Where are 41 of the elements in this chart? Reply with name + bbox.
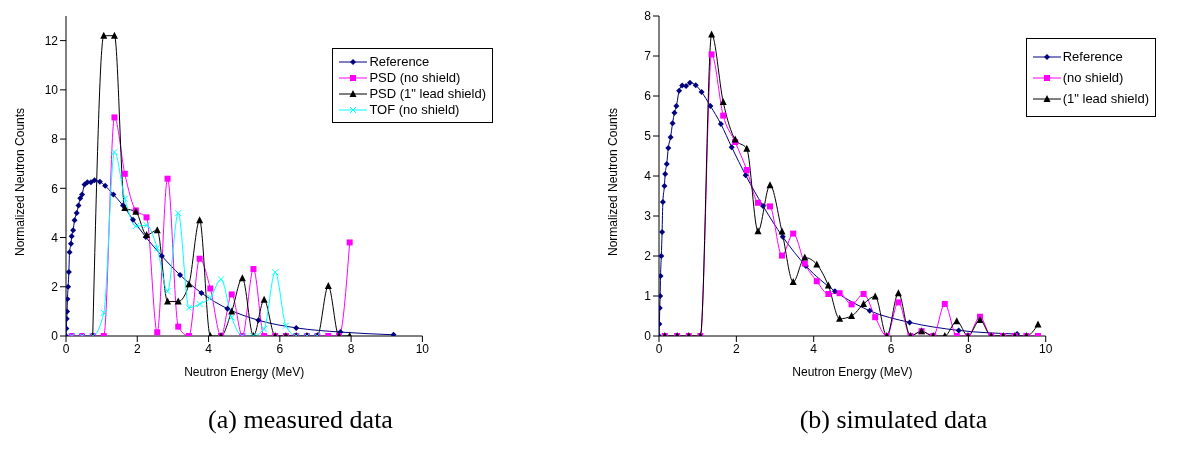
y-tick-label: 4: [644, 169, 652, 184]
x-tick-label: 4: [205, 341, 213, 356]
legend-label: PSD (no shield): [369, 70, 461, 85]
text: (b) simulated data: [798, 405, 989, 435]
y-tick-label: 5: [644, 129, 652, 144]
legend-label: (no shield): [1062, 70, 1124, 85]
y-tick-label: 0: [644, 329, 652, 344]
x-tick-label: 10: [1039, 341, 1053, 356]
y-tick-label: 7: [644, 49, 652, 64]
x-tick-label: 10: [415, 341, 430, 356]
x-tick-label: 6: [887, 341, 895, 356]
legend-label: (1" lead shield): [1062, 91, 1149, 106]
x-tick-label: 8: [965, 341, 973, 356]
x-axis-title: Neutron Energy (MeV): [792, 365, 913, 379]
legend-label: TOF (no shield): [369, 102, 460, 117]
legend-label: Reference: [1062, 49, 1123, 64]
y-tick-label: 12: [44, 33, 59, 48]
y-tick-label: 6: [51, 181, 59, 196]
text: (a) measured data: [207, 405, 394, 435]
x-tick-label: 0: [62, 341, 70, 356]
x-tick-label: 2: [733, 341, 740, 356]
x-tick-label: 2: [133, 341, 141, 356]
x-axis-title: Neutron Energy (MeV): [184, 365, 305, 379]
y-tick-label: 0: [51, 329, 59, 344]
y-tick-label: 6: [644, 89, 652, 104]
y-tick-label: 2: [644, 249, 652, 264]
x-tick-label: 6: [276, 341, 284, 356]
y-tick-label: 8: [644, 9, 652, 24]
x-tick-label: 4: [810, 341, 818, 356]
y-axis-title: Normalized Neutron Counts: [606, 107, 621, 256]
y-tick-label: 8: [51, 132, 59, 147]
legend-label: PSD (1" lead shield): [369, 86, 486, 101]
y-tick-label: 1: [644, 289, 652, 304]
y-axis-title: Normalized Neutron Counts: [13, 107, 28, 256]
y-tick-label: 4: [51, 230, 59, 245]
x-tick-label: 0: [655, 341, 663, 356]
y-tick-label: 2: [51, 280, 59, 295]
x-tick-label: 8: [347, 341, 355, 356]
legend-label: Reference: [369, 54, 430, 69]
y-tick-label: 3: [644, 209, 652, 224]
y-tick-label: 10: [44, 83, 59, 98]
